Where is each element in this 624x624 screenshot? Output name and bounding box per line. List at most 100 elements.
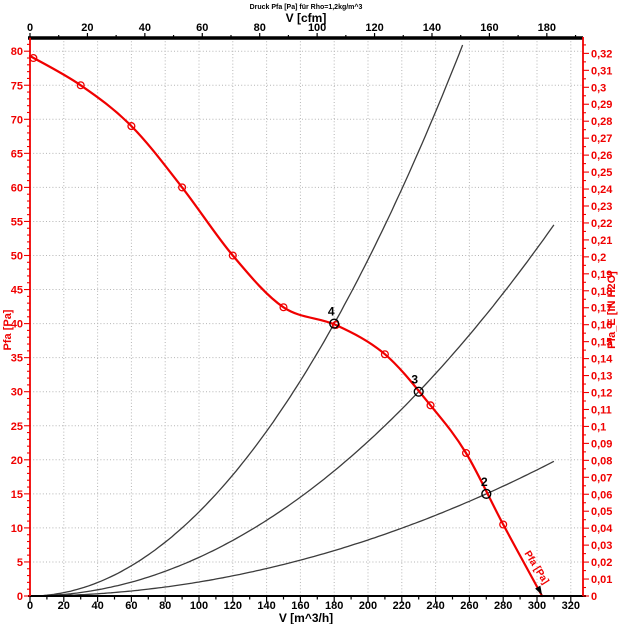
data-point-marker — [426, 401, 435, 410]
tick-marks — [24, 33, 589, 602]
data-point-marker — [279, 303, 288, 312]
right-tick-label: 0,28 — [591, 116, 612, 128]
fan-pressure-curve — [28, 54, 544, 598]
left-tick-label: 55 — [11, 216, 23, 228]
left-tick-label: 80 — [11, 46, 23, 58]
top-tick-label: 120 — [365, 22, 383, 34]
left-tick-label: 5 — [17, 557, 23, 569]
data-point-marker — [127, 122, 136, 131]
left-tick-label: 45 — [11, 285, 23, 297]
bottom-tick-label: 60 — [125, 600, 137, 612]
tick-labels: 0 20 40 60 80 100 120 140 160 180 200 220 240 260 280 3… — [11, 22, 614, 612]
bottom-tick-label: 120 — [224, 600, 242, 612]
system-curves — [40, 44, 555, 597]
operating-point-circle — [481, 488, 492, 499]
right-tick-label: 0,04 — [591, 523, 613, 535]
right-tick-label: 0,06 — [591, 489, 612, 501]
bottom-tick-label: 80 — [159, 600, 171, 612]
curve-end-arrow-icon — [535, 585, 543, 595]
right-tick-label: 0,25 — [591, 167, 612, 179]
right-tick-label: 0,16 — [591, 320, 612, 332]
left-tick-label: 15 — [11, 489, 23, 501]
left-tick-label: 70 — [11, 114, 23, 126]
system-curve-2 — [40, 460, 555, 597]
bottom-tick-label: 140 — [257, 600, 275, 612]
right-tick-label: 0,3 — [591, 82, 606, 94]
top-tick-label: 100 — [308, 22, 326, 34]
left-tick-label: 35 — [11, 353, 23, 365]
right-tick-label: 0,32 — [591, 48, 612, 60]
right-tick-label: 0,11 — [591, 404, 612, 416]
right-tick-label: 0,02 — [591, 557, 612, 569]
right-tick-label: 0,14 — [591, 354, 613, 366]
right-tick-label: 0,08 — [591, 455, 612, 467]
bottom-tick-label: 320 — [562, 600, 580, 612]
system-curve-4 — [40, 44, 464, 597]
bottom-tick-label: 160 — [291, 600, 309, 612]
right-tick-label: 0,05 — [591, 506, 612, 518]
data-point-marker — [461, 448, 471, 458]
left-tick-label: 30 — [11, 387, 23, 399]
right-tick-label: 0,15 — [591, 337, 612, 349]
top-tick-label: 80 — [254, 22, 266, 34]
right-tick-label: 0,07 — [591, 472, 612, 484]
bottom-tick-label: 20 — [58, 600, 70, 612]
left-tick-label: 10 — [11, 523, 23, 535]
operating-point-circle — [329, 318, 340, 329]
left-tick-label: 0 — [17, 591, 23, 603]
data-point-marker — [228, 251, 237, 260]
operating-point-label: 3 — [411, 373, 418, 387]
top-tick-label: 160 — [480, 22, 498, 34]
right-tick-label: 0,01 — [591, 574, 612, 586]
left-tick-label: 20 — [11, 455, 23, 467]
bottom-tick-label: 300 — [528, 600, 546, 612]
right-tick-label: 0,21 — [591, 235, 612, 247]
right-tick-label: 0,26 — [591, 150, 612, 162]
top-tick-label: 20 — [81, 22, 93, 34]
top-tick-label: 60 — [196, 22, 208, 34]
top-tick-label: 140 — [423, 22, 441, 34]
right-tick-label: 0,09 — [591, 438, 612, 450]
top-tick-label: 40 — [139, 22, 151, 34]
data-point-marker — [380, 350, 389, 359]
bottom-tick-label: 280 — [494, 600, 512, 612]
right-tick-label: 0,19 — [591, 269, 612, 281]
bottom-tick-label: 0 — [27, 600, 33, 612]
right-tick-label: 0,24 — [591, 184, 613, 196]
right-tick-label: 0,27 — [591, 133, 612, 145]
right-tick-label: 0,23 — [591, 201, 612, 213]
right-tick-label: 0 — [591, 591, 597, 603]
top-axis-title: V [cfm] — [286, 11, 327, 25]
bottom-tick-label: 240 — [426, 600, 444, 612]
right-tick-label: 0,12 — [591, 388, 612, 400]
bottom-tick-label: 200 — [359, 600, 377, 612]
right-tick-label: 0,1 — [591, 421, 606, 433]
top-tick-label: 180 — [538, 22, 556, 34]
bottom-tick-label: 40 — [91, 600, 103, 612]
left-tick-label: 25 — [11, 421, 23, 433]
left-axis-title: Pfa [Pa] — [2, 309, 14, 350]
left-tick-label: 50 — [11, 251, 23, 263]
top-tick-label: 0 — [27, 22, 33, 34]
fan-curve: Pfa [Pa] — [28, 53, 551, 598]
system-curve-3 — [40, 224, 555, 597]
axis-titles: Druck Pfa [Pa] für Rho=1,2kg/m^3V [cfm] V… — [2, 3, 618, 624]
bottom-tick-label: 260 — [460, 600, 478, 612]
right-tick-label: 0,29 — [591, 99, 612, 111]
left-tick-label: 60 — [11, 182, 23, 194]
right-tick-label: 0,03 — [591, 540, 612, 552]
left-tick-label: 65 — [11, 148, 23, 160]
bottom-tick-label: 180 — [325, 600, 343, 612]
right-axis-title: Pfa_E [IN H2O] — [606, 271, 618, 349]
right-tick-label: 0,17 — [591, 303, 612, 315]
right-tick-label: 0,2 — [591, 252, 606, 264]
left-tick-label: 40 — [11, 319, 23, 331]
right-tick-label: 0,31 — [591, 65, 612, 77]
bottom-tick-label: 220 — [393, 600, 411, 612]
operating-point-circle — [413, 386, 424, 397]
right-tick-label: 0,18 — [591, 286, 612, 298]
gridlines — [30, 38, 583, 596]
right-tick-label: 0,22 — [591, 218, 612, 230]
